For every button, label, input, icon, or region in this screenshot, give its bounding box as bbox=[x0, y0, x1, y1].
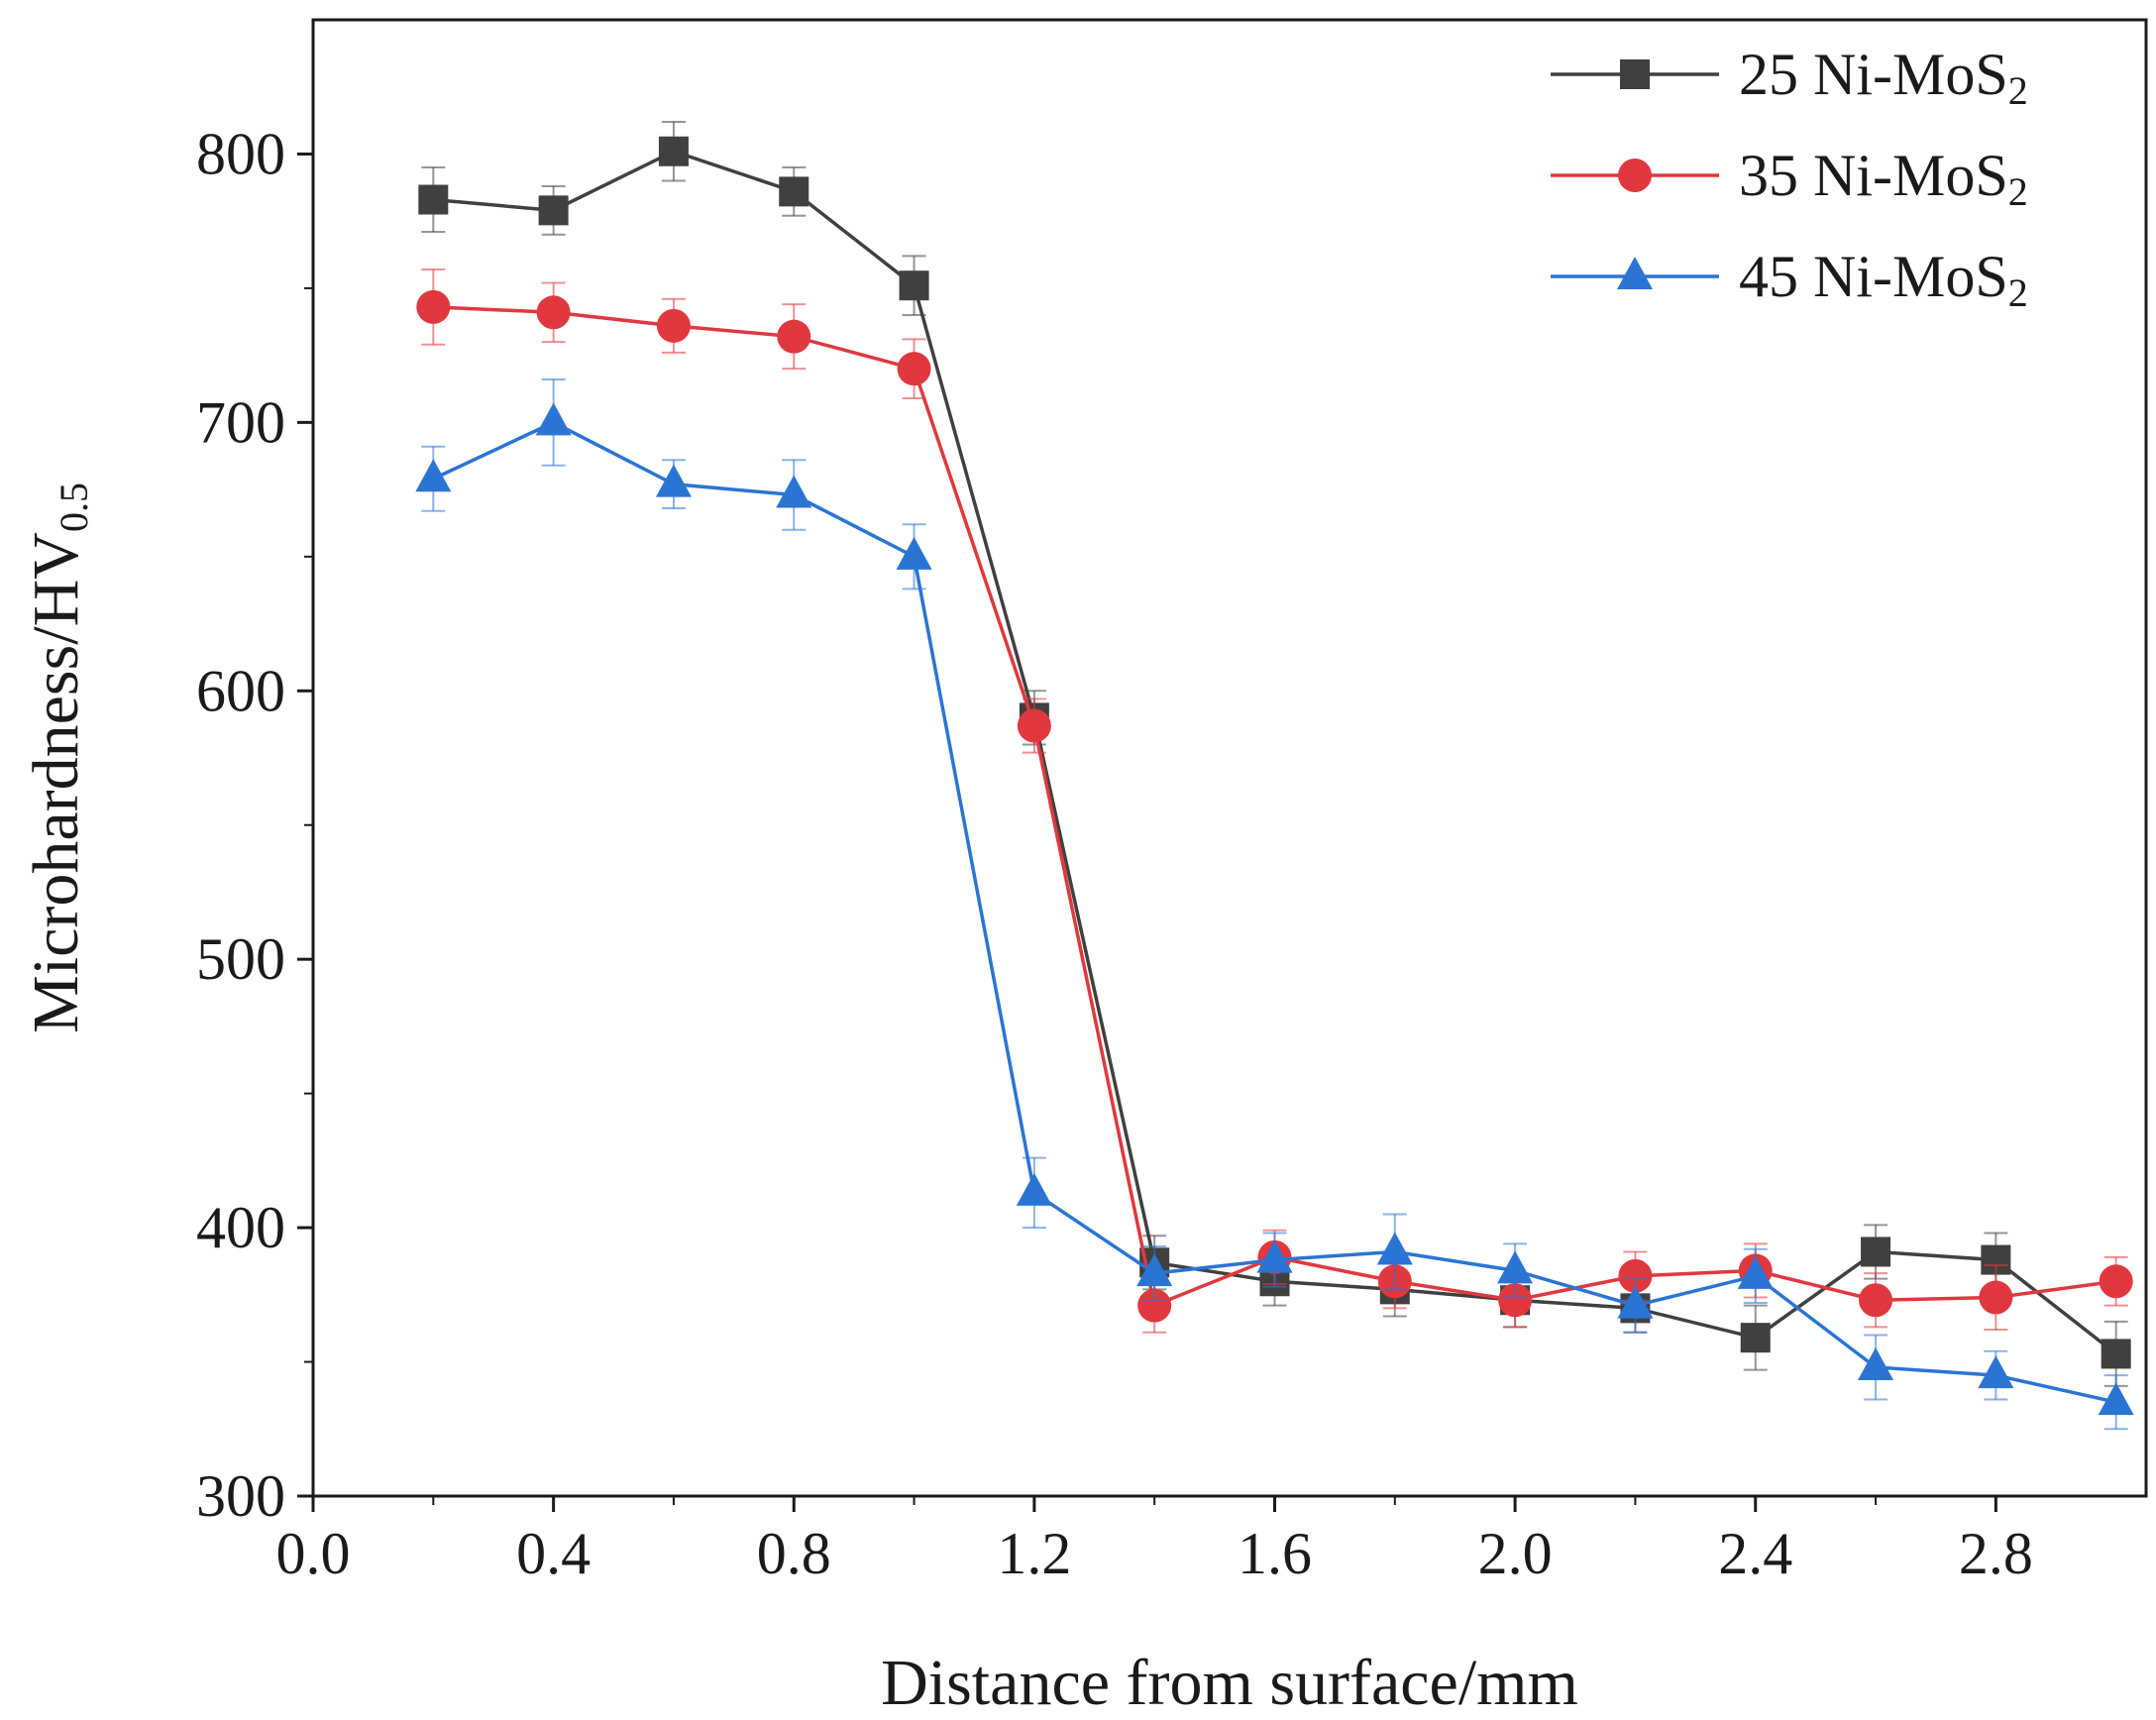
data-point bbox=[536, 402, 572, 435]
data-point bbox=[1377, 1232, 1413, 1264]
data-point bbox=[1741, 1323, 1771, 1352]
data-point bbox=[777, 320, 810, 354]
legend-label-subscript: 2 bbox=[2008, 169, 2028, 214]
data-point bbox=[1861, 1236, 1890, 1266]
legend-label: 25 Ni-MoS2 bbox=[1739, 42, 2028, 113]
series-2 bbox=[416, 269, 2132, 1333]
x-tick-label: 0.4 bbox=[516, 1521, 591, 1586]
y-tick-label: 800 bbox=[196, 121, 285, 186]
y-tick-label: 300 bbox=[196, 1463, 285, 1529]
x-tick-label: 1.6 bbox=[1238, 1521, 1312, 1586]
legend-label-main: 25 Ni-MoS bbox=[1739, 42, 2008, 107]
y-tick-label: 500 bbox=[196, 926, 285, 992]
data-point bbox=[900, 270, 929, 300]
legend-label-subscript: 2 bbox=[2008, 68, 2028, 113]
x-tick-label: 2.4 bbox=[1718, 1521, 1792, 1586]
legend-item-2: 35 Ni-MoS2 bbox=[1551, 143, 2028, 214]
data-point bbox=[659, 137, 689, 166]
data-point bbox=[1018, 708, 1051, 742]
series-line bbox=[433, 307, 2115, 1306]
series-layer bbox=[415, 122, 2133, 1429]
x-tick-label: 2.8 bbox=[1959, 1521, 2033, 1586]
x-axis-title: Distance from surface/mm bbox=[881, 1647, 1578, 1719]
legend-label-main: 45 Ni-MoS bbox=[1739, 244, 2008, 309]
data-point bbox=[657, 309, 691, 343]
x-tick-label: 0.8 bbox=[757, 1521, 831, 1586]
legend-marker bbox=[1620, 59, 1650, 89]
legend-marker bbox=[1617, 257, 1653, 289]
legend-item-3: 45 Ni-MoS2 bbox=[1551, 244, 2028, 315]
y-axis-title-subscript: 0.5 bbox=[52, 483, 96, 532]
legend-label-main: 35 Ni-MoS bbox=[1739, 143, 2008, 208]
y-tick-label: 600 bbox=[196, 658, 285, 723]
legend-marker bbox=[1618, 159, 1652, 192]
legend-item-1: 25 Ni-MoS2 bbox=[1551, 42, 2028, 113]
data-point bbox=[415, 459, 451, 491]
data-point bbox=[1017, 1173, 1052, 1206]
y-tick-label: 700 bbox=[196, 389, 285, 455]
data-point bbox=[1858, 1347, 1893, 1380]
data-point bbox=[2102, 1339, 2131, 1368]
y-axis-title-main: Microhardness/HV bbox=[20, 532, 92, 1033]
x-tick-label: 0.0 bbox=[276, 1521, 351, 1586]
data-point bbox=[416, 290, 450, 324]
legend-label: 35 Ni-MoS2 bbox=[1739, 143, 2028, 214]
data-point bbox=[779, 176, 808, 206]
legend-label: 45 Ni-MoS2 bbox=[1739, 244, 2028, 315]
data-point bbox=[1978, 1355, 2013, 1388]
data-point bbox=[1859, 1283, 1892, 1317]
data-point bbox=[897, 537, 932, 570]
x-tick-label: 1.2 bbox=[997, 1521, 1071, 1586]
y-tick-label: 400 bbox=[196, 1195, 285, 1260]
data-point bbox=[537, 295, 571, 329]
data-point bbox=[539, 195, 569, 225]
data-point bbox=[418, 185, 448, 215]
axis-ticks: 0.0 0.4 0.8 1.2 1.6 2.0 2.4 2.8 300 400 500 600 700 8… bbox=[196, 121, 2033, 1586]
legend-label-subscript: 2 bbox=[2008, 270, 2028, 315]
y-axis-title: Microhardness/HV0.5 bbox=[20, 483, 96, 1033]
data-point bbox=[1979, 1281, 2012, 1315]
data-point bbox=[898, 352, 931, 385]
data-point bbox=[776, 476, 811, 508]
data-point bbox=[656, 465, 692, 497]
x-tick-label: 2.0 bbox=[1478, 1521, 1553, 1586]
data-point bbox=[2100, 1264, 2133, 1298]
